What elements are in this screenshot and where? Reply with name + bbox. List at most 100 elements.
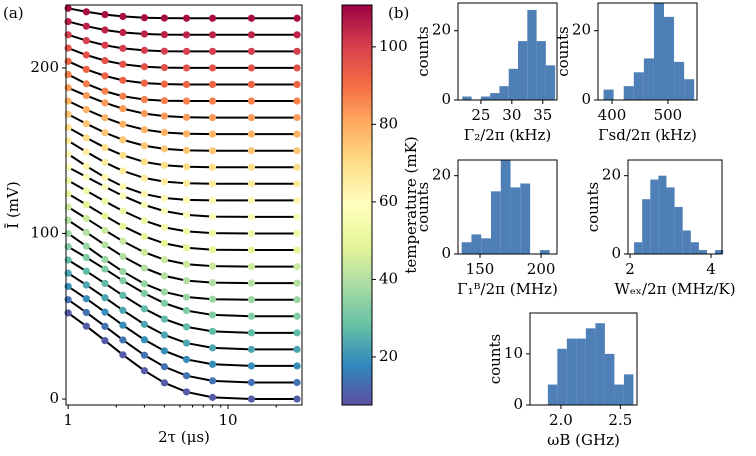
data-point [247,80,256,89]
data-point [119,252,127,261]
histogram-bar [500,160,511,254]
data-point [293,262,301,271]
data-point [140,264,149,272]
data-point [293,296,301,304]
data-point [182,260,191,268]
data-point [140,305,149,313]
data-point [208,393,217,401]
data-point [119,105,127,113]
data-point [101,72,109,80]
data-point [140,351,149,359]
y-tick-label: 0 [441,244,451,262]
data-point [160,31,169,39]
data-point [101,99,109,107]
data-point [140,63,149,71]
data-point [140,142,149,150]
histogram-bar [595,323,605,405]
data-point [101,255,109,264]
data-point [293,279,301,287]
data-point [208,80,217,89]
y-tick-label: 20 [432,166,451,184]
data-point [293,64,301,72]
colorbar-tick-label: 20 [379,347,398,365]
data-point [247,14,256,22]
data-point [208,147,217,155]
fit-line [67,139,298,185]
data-point [101,212,109,220]
histogram-bar [508,68,519,100]
data-point [293,180,301,188]
data-point [140,280,149,288]
data-point [293,196,301,204]
y-tick-label: 200 [30,58,59,76]
data-point [140,289,149,298]
data-point [101,158,109,167]
fit-line [67,73,298,103]
histogram-bar [491,191,501,254]
data-point [82,148,90,156]
plot-frame [457,159,558,255]
data-point [160,128,169,137]
data-point [160,288,169,296]
plot-frame [627,159,723,255]
fit-line [67,166,298,218]
y-tick-label: 10 [504,344,523,362]
data-point [208,360,217,368]
data-point [182,64,191,72]
data-point [208,196,217,204]
data-point [208,344,217,352]
x-tick-label: 150 [466,260,495,278]
x-axis-label: Γ₂/2π (kHz) [464,126,551,144]
data-point [160,14,169,22]
data-point [208,295,217,303]
histogram-bar [576,338,586,405]
data-point [208,246,217,254]
data-point [182,211,191,219]
data-point [208,113,217,122]
data-point [293,97,301,105]
histogram-bar [664,16,675,100]
data-point [182,339,191,347]
data-point [293,113,301,122]
plot-frame [597,2,698,101]
histogram-bar [674,207,683,254]
data-point [101,173,109,181]
data-point [160,97,169,105]
histogram-bar [603,89,614,100]
y-tick-label: 20 [602,166,621,184]
histogram-bar [715,250,724,254]
data-point [119,321,127,329]
data-point [182,227,191,235]
data-point [82,267,90,275]
data-point [208,279,217,287]
y-tick-label: 20 [432,21,451,39]
data-point [101,322,109,330]
data-point [293,14,301,22]
data-point [182,372,191,380]
y-axis-label: counts [554,26,572,76]
data-point [293,246,301,254]
colorbar [341,4,373,406]
y-tick-label: 0 [611,244,621,262]
data-point [160,272,169,280]
data-point [140,248,149,256]
data-point [119,136,127,144]
data-point [140,110,149,118]
fit-line [67,259,298,334]
data-point [119,267,127,276]
data-point [293,213,301,221]
data-point [119,120,127,128]
fit-line [67,285,298,367]
data-point [140,14,149,22]
data-point [82,91,90,100]
data-point [82,281,90,289]
data-point [119,76,127,84]
data-point [119,92,127,100]
data-point [293,312,301,320]
y-tick-label: 100 [30,223,59,241]
data-point [247,213,256,221]
data-point [247,196,256,204]
data-point [208,377,217,385]
data-point [101,336,109,345]
histogram-bar [518,41,528,100]
